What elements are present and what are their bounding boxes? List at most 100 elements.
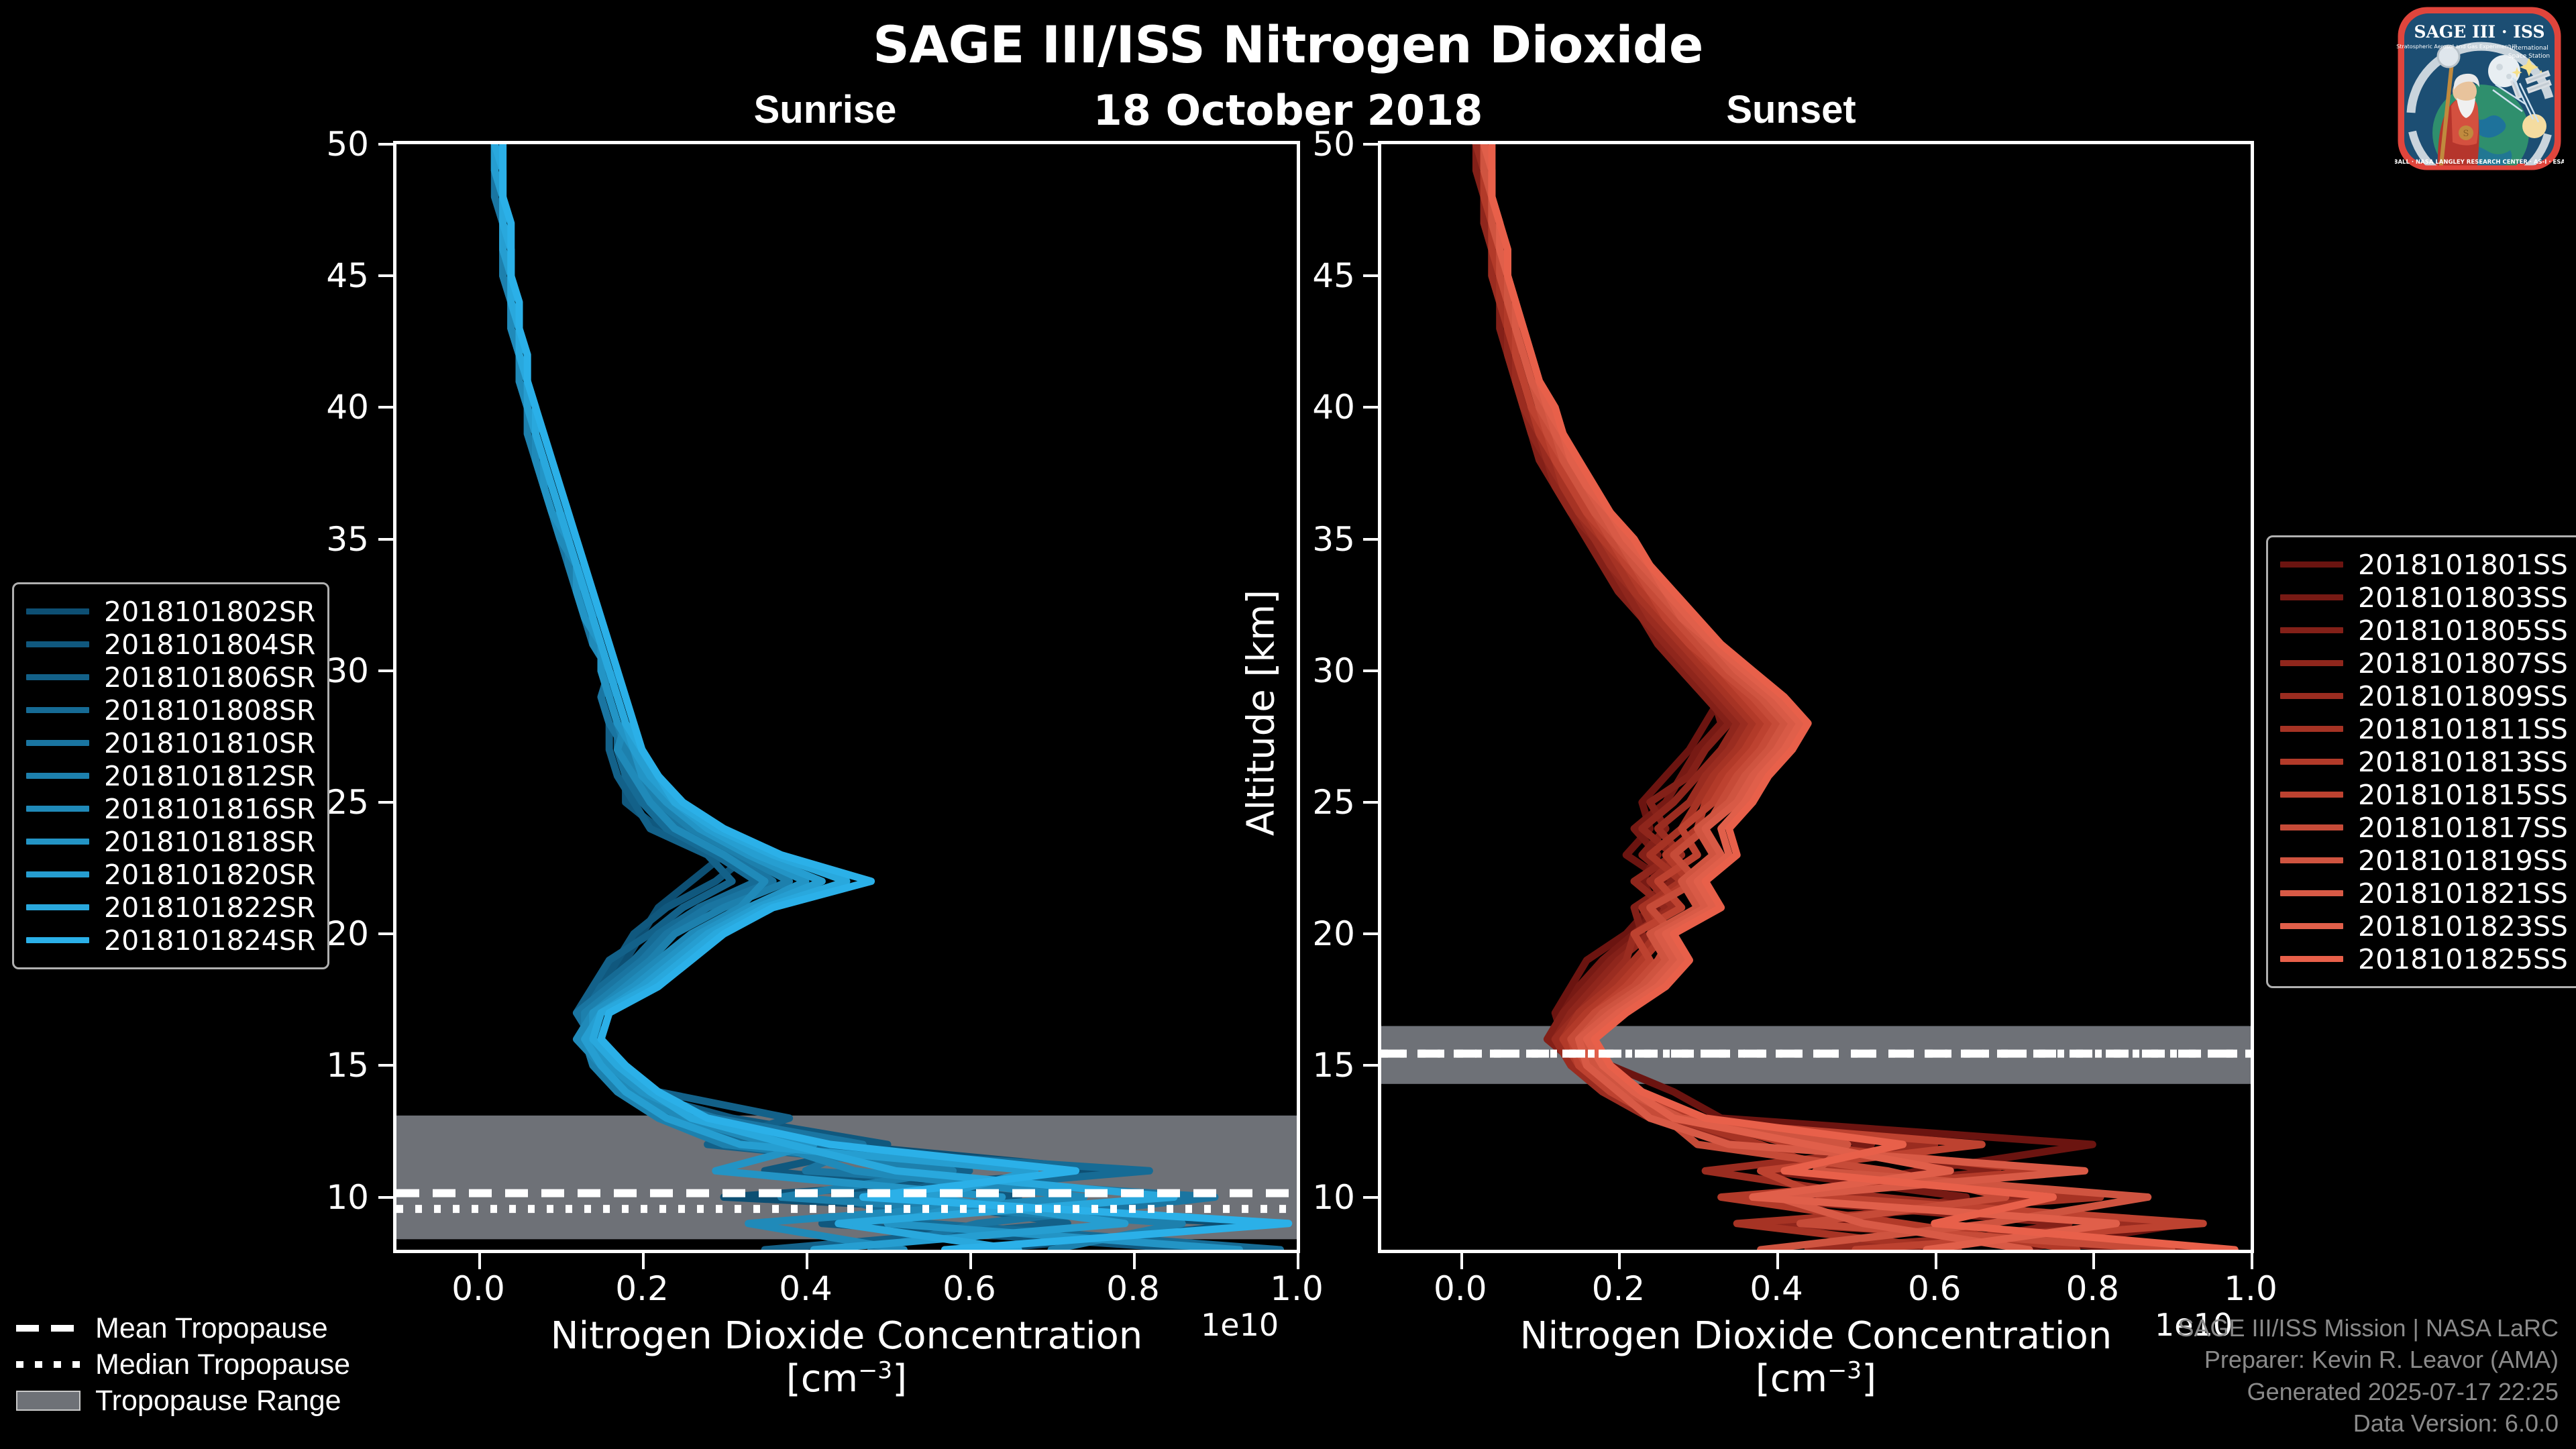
tropopause-key-legend: Mean Tropopause Median Tropopause Tropop… bbox=[16, 1311, 350, 1420]
y-tick-mark bbox=[378, 274, 393, 278]
xlabel-line1: Nitrogen Dioxide Concentration bbox=[1519, 1314, 2112, 1358]
x-tick-label: 0.2 bbox=[615, 1269, 669, 1308]
y-tick-mark bbox=[1363, 669, 1378, 672]
y-tick-label: 25 bbox=[326, 782, 369, 822]
legend-item[interactable]: 2018101806SR bbox=[26, 661, 315, 694]
legend-item[interactable]: 2018101820SR bbox=[26, 858, 315, 891]
legend-item[interactable]: 2018101817SS bbox=[2280, 811, 2568, 844]
x-tick-label: 0.4 bbox=[779, 1269, 833, 1308]
x-tick-label: 0.0 bbox=[1434, 1269, 1487, 1308]
legend-item[interactable]: 2018101823SS bbox=[2280, 910, 2568, 943]
legend-item[interactable]: 2018101825SS bbox=[2280, 943, 2568, 975]
legend-color-swatch bbox=[2280, 561, 2343, 568]
sunrise-exponent-label: 1e10 bbox=[1201, 1307, 1279, 1343]
tropopause-key-item: Median Tropopause bbox=[16, 1348, 350, 1381]
median-tropopause-label: Median Tropopause bbox=[95, 1348, 351, 1381]
tropopause-key-item: Tropopause Range bbox=[16, 1384, 350, 1417]
legend-color-swatch bbox=[2280, 857, 2343, 863]
legend-item[interactable]: 2018101811SS bbox=[2280, 712, 2568, 745]
y-tick-label: 10 bbox=[326, 1177, 369, 1217]
legend-item-label: 2018101805SS bbox=[2358, 614, 2568, 647]
x-tick-label: 0.8 bbox=[2065, 1269, 2120, 1308]
logo-subtitle-left: Stratospheric Aerosol and Gas Experiment… bbox=[2396, 44, 2516, 50]
legend-color-swatch bbox=[26, 773, 89, 779]
profile-line bbox=[1488, 144, 2239, 1250]
x-tick-label: 0.0 bbox=[451, 1269, 505, 1308]
x-tick-label: 1.0 bbox=[1270, 1269, 1324, 1308]
y-tick-mark bbox=[378, 932, 393, 936]
legend-color-swatch bbox=[26, 904, 89, 910]
legend-item[interactable]: 2018101808SR bbox=[26, 694, 315, 727]
profile-line bbox=[1480, 144, 2089, 1250]
legend-item[interactable]: 2018101803SS bbox=[2280, 581, 2568, 614]
legend-item[interactable]: 2018101816SR bbox=[26, 792, 315, 825]
legend-color-swatch bbox=[26, 674, 89, 680]
x-tick-label: 0.4 bbox=[1750, 1269, 1803, 1308]
legend-item[interactable]: 2018101819SS bbox=[2280, 844, 2568, 877]
legend-item[interactable]: 2018101809SS bbox=[2280, 680, 2568, 712]
legend-color-swatch bbox=[2280, 923, 2343, 929]
attribution-generated: Generated 2025-07-17 22:25 bbox=[2247, 1377, 2559, 1405]
legend-color-swatch bbox=[2280, 824, 2343, 830]
legend-item-label: 2018101803SS bbox=[2358, 581, 2568, 614]
sunset-plot-area[interactable] bbox=[1378, 141, 2254, 1253]
y-tick-mark bbox=[1363, 406, 1378, 409]
profile-line bbox=[490, 144, 1071, 1250]
logo-title: SAGE III · ISS bbox=[2414, 22, 2544, 42]
mission-patch-icon: S SAGE III · ISS Stratospheric Aerosol a… bbox=[2394, 7, 2565, 170]
legend-item[interactable]: 2018101807SS bbox=[2280, 647, 2568, 680]
x-tick-mark bbox=[1934, 1253, 1937, 1269]
x-tick-label: 0.2 bbox=[1591, 1269, 1646, 1308]
x-tick-mark bbox=[642, 1253, 645, 1269]
y-tick-mark bbox=[378, 800, 393, 804]
legend-color-swatch bbox=[2280, 792, 2343, 798]
legend-item[interactable]: 2018101801SS bbox=[2280, 548, 2568, 581]
x-tick-label: 0.6 bbox=[943, 1269, 996, 1308]
sunrise-plot-area[interactable] bbox=[393, 141, 1300, 1253]
attribution-mission: SAGE III/ISS Mission | NASA LaRC bbox=[2178, 1313, 2559, 1342]
sunrise-legend[interactable]: 2018101802SR 2018101804SR 2018101806SR 2018… bbox=[12, 582, 330, 969]
legend-item[interactable]: 2018101813SS bbox=[2280, 745, 2568, 778]
y-tick-label: 30 bbox=[326, 651, 369, 690]
legend-item[interactable]: 2018101812SR bbox=[26, 759, 315, 792]
date-subtitle: 18 October 2018 bbox=[1093, 86, 1483, 135]
x-tick-mark bbox=[969, 1253, 972, 1269]
legend-item-label: 2018101808SR bbox=[104, 694, 316, 727]
legend-item[interactable]: 2018101804SR bbox=[26, 628, 315, 661]
page-title: SAGE III/ISS Nitrogen Dioxide bbox=[873, 15, 1703, 74]
sunrise-x-axis-label: Nitrogen Dioxide Concentration [cm−3] bbox=[393, 1314, 1300, 1401]
legend-item[interactable]: 2018101815SS bbox=[2280, 778, 2568, 811]
legend-item[interactable]: 2018101818SR bbox=[26, 825, 315, 858]
xlabel-line1: Nitrogen Dioxide Concentration bbox=[550, 1314, 1143, 1358]
legend-item[interactable]: 2018101824SR bbox=[26, 924, 315, 957]
mean-tropopause-label: Mean Tropopause bbox=[95, 1311, 328, 1344]
profile-line bbox=[490, 144, 1129, 1250]
legend-item-label: 2018101807SS bbox=[2358, 647, 2568, 680]
legend-color-swatch bbox=[2280, 660, 2343, 666]
legend-item-label: 2018101804SR bbox=[104, 628, 316, 661]
legend-item-label: 2018101812SR bbox=[104, 759, 316, 792]
y-tick-mark bbox=[378, 143, 393, 146]
y-tick-label: 40 bbox=[1312, 388, 1355, 427]
legend-item[interactable]: 2018101810SR bbox=[26, 727, 315, 759]
legend-item[interactable]: 2018101821SS bbox=[2280, 877, 2568, 910]
legend-item[interactable]: 2018101805SS bbox=[2280, 614, 2568, 647]
y-tick-mark bbox=[378, 406, 393, 409]
profile-line bbox=[490, 144, 1178, 1250]
sunrise-panel-title: Sunrise bbox=[753, 88, 897, 131]
sunset-legend[interactable]: 2018101801SS 2018101803SS 2018101805SS 2018… bbox=[2266, 535, 2576, 988]
tropopause-range-label: Tropopause Range bbox=[95, 1384, 341, 1417]
legend-color-swatch bbox=[2280, 693, 2343, 699]
mean-tropopause-dash-icon bbox=[16, 1320, 82, 1337]
svg-text:S: S bbox=[2463, 129, 2469, 139]
legend-color-swatch bbox=[26, 641, 89, 647]
x-tick-mark bbox=[1460, 1253, 1463, 1269]
legend-item-label: 2018101821SS bbox=[2358, 877, 2568, 910]
legend-item-label: 2018101813SS bbox=[2358, 745, 2568, 778]
legend-item-label: 2018101802SR bbox=[104, 595, 316, 628]
legend-item[interactable]: 2018101822SR bbox=[26, 891, 315, 924]
legend-item-label: 2018101817SS bbox=[2358, 811, 2568, 844]
legend-item[interactable]: 2018101802SR bbox=[26, 595, 315, 628]
y-tick-mark bbox=[378, 537, 393, 541]
